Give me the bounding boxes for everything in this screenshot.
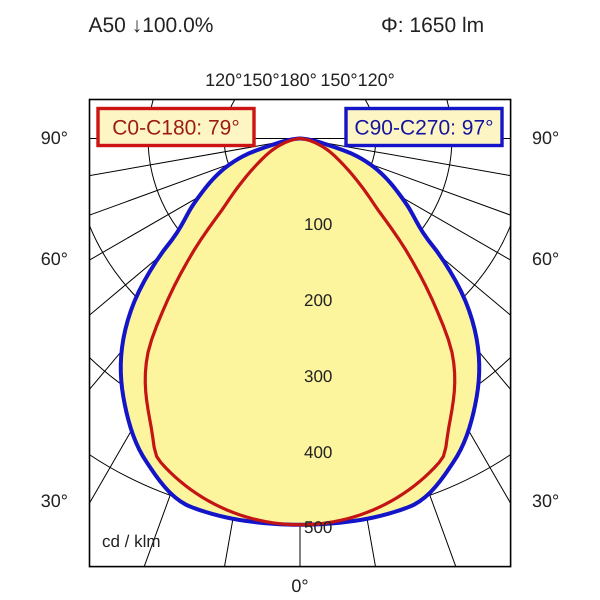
svg-text:200: 200 <box>304 291 332 310</box>
svg-text:C0-C180: 79°: C0-C180: 79° <box>112 117 239 140</box>
svg-text:300: 300 <box>304 367 332 386</box>
svg-text:C90-C270: 97°: C90-C270: 97° <box>354 117 493 140</box>
svg-text:0°: 0° <box>291 576 308 596</box>
svg-text:60°: 60° <box>532 249 559 269</box>
svg-text:cd / klm: cd / klm <box>102 532 161 551</box>
svg-text:500: 500 <box>304 518 332 537</box>
svg-text:30°: 30° <box>41 491 68 511</box>
svg-text:Φ: 1650 lm: Φ: 1650 lm <box>381 14 484 37</box>
svg-text:60°: 60° <box>41 249 68 269</box>
svg-text:30°: 30° <box>532 491 559 511</box>
svg-text:90°: 90° <box>532 128 559 148</box>
svg-text:120°150°180° 150°120°: 120°150°180° 150°120° <box>205 70 395 90</box>
svg-text:A50 ↓100.0%: A50 ↓100.0% <box>89 14 214 37</box>
svg-text:90°: 90° <box>41 128 68 148</box>
svg-text:400: 400 <box>304 443 332 462</box>
svg-text:100: 100 <box>304 215 332 234</box>
